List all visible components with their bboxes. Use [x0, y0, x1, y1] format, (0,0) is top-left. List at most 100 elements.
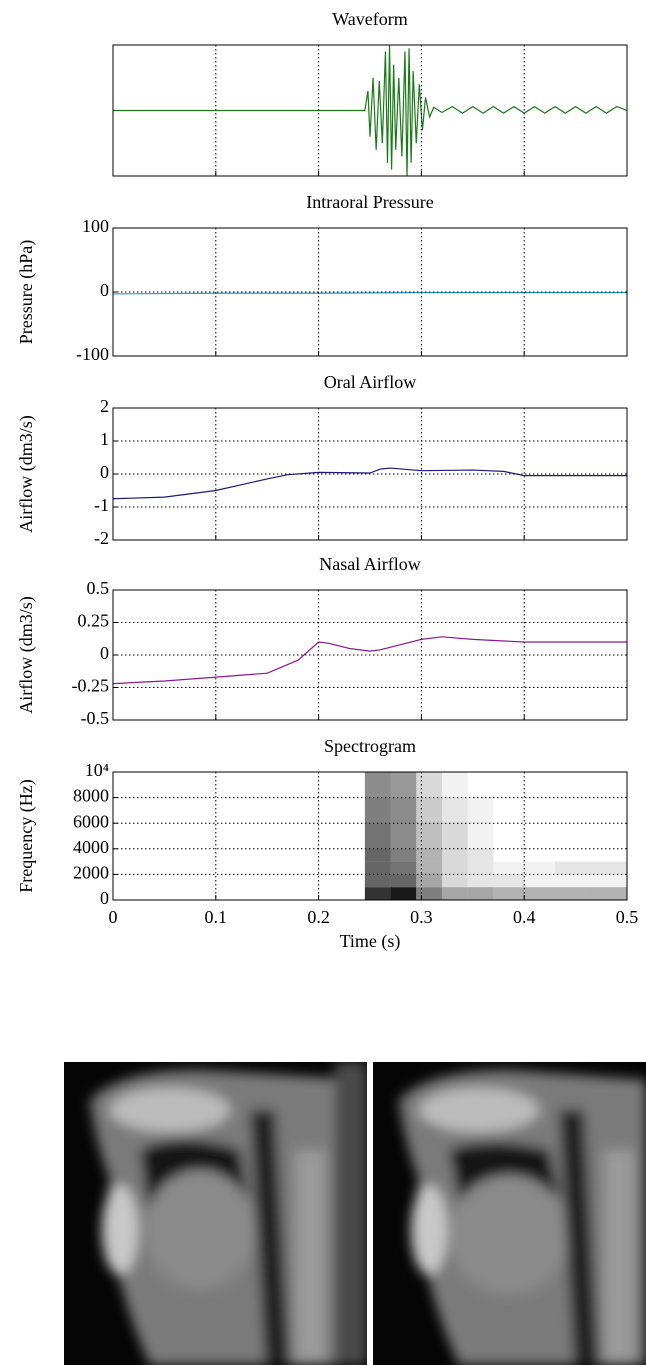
y-tick-label: -1 — [94, 495, 109, 515]
y-tick-label: 1 — [100, 429, 109, 449]
spectrogram-cell — [586, 772, 627, 798]
data-line — [112, 467, 627, 500]
spectrogram-cell — [493, 887, 525, 900]
spectrogram-cell — [585, 874, 627, 888]
x-axis-label: Time (s) — [340, 931, 401, 952]
plot-area — [113, 44, 628, 177]
y-tick-label: 2 — [100, 396, 109, 416]
chart-title: Oral Airflow — [324, 372, 416, 392]
spectrogram-cell — [390, 823, 417, 849]
plot-frame — [112, 44, 628, 177]
spectrogram-cell — [441, 797, 468, 824]
plot-area — [112, 292, 627, 295]
x-tick-label: 0.5 — [616, 907, 639, 927]
spectrogram-cell — [524, 798, 555, 824]
y-tick-label: -100 — [76, 344, 109, 364]
spectrogram-cell — [467, 797, 494, 824]
chart-title: Intraoral Pressure — [306, 192, 433, 212]
x-tick-label: 0.1 — [205, 907, 228, 927]
y-tick-label: 0 — [100, 462, 109, 482]
spectrogram-cell — [416, 772, 442, 798]
spectrogram-cell — [467, 887, 494, 900]
data-line — [112, 636, 627, 685]
spectrogram-cell — [468, 772, 494, 798]
spectrogram-cell — [364, 772, 391, 798]
spectrogram-cell — [416, 797, 442, 824]
y-tick-label: 0 — [100, 280, 109, 300]
spectrogram-cell — [416, 874, 442, 888]
spectrogram-cell — [493, 861, 525, 875]
spectrogram-cell — [586, 798, 627, 824]
y-tick-label: 8000 — [73, 786, 109, 806]
spectrogram-cell — [524, 849, 555, 862]
y-tick-label: 100 — [82, 216, 109, 236]
spectrogram-cell — [586, 823, 627, 849]
y-tick-label: -0.25 — [72, 676, 110, 696]
spectrogram-cell — [390, 797, 417, 824]
spectrogram-cell — [585, 887, 627, 900]
mri-image — [373, 1062, 646, 1365]
y-axis-label: Frequency (Hz) — [16, 779, 37, 892]
spectrogram-cell — [416, 823, 442, 849]
spectrogram-cell — [441, 772, 468, 798]
spectrogram-cell — [555, 823, 586, 849]
y-tick-label: 0 — [100, 888, 109, 908]
y-tick-label: -2 — [94, 528, 109, 548]
spectrogram-cell — [493, 874, 525, 888]
spectrogram-cell — [493, 823, 524, 849]
spectrogram-cell — [416, 887, 442, 900]
y-tick-label: 2000 — [73, 863, 109, 883]
spectrogram-cell — [467, 823, 494, 849]
spectrogram-cell — [585, 861, 627, 875]
spectrogram-cell — [364, 848, 391, 862]
chart-title: Spectrogram — [324, 736, 416, 756]
spectrogram-cell — [441, 861, 468, 875]
spectrogram-cell — [364, 823, 391, 849]
spectrogram-cell — [441, 887, 468, 900]
spectrogram-cell — [555, 849, 586, 862]
spectrogram-cell — [493, 849, 524, 862]
mri-image — [64, 1062, 367, 1365]
spectrogram-cell — [441, 874, 468, 888]
spectrogram-cell — [390, 874, 417, 888]
spectrogram-cell — [524, 823, 555, 849]
spectrogram-cell — [524, 772, 555, 798]
spectrogram-cell — [555, 772, 586, 798]
x-tick-label: 0 — [109, 907, 118, 927]
spectrogram-cell — [441, 848, 468, 862]
spectrogram-cell — [416, 861, 442, 875]
chart-title: Nasal Airflow — [319, 554, 420, 574]
spectrogram-cell — [390, 848, 417, 862]
spectrogram-cell — [467, 848, 494, 862]
spectrogram-cell — [524, 887, 556, 900]
spectrogram-cell — [390, 887, 417, 900]
spectrogram-cell — [467, 861, 494, 875]
spectrogram-cell — [364, 887, 391, 900]
spectrogram-cell — [524, 874, 556, 888]
spectrogram-cell — [555, 887, 586, 900]
y-tick-label: 0.25 — [78, 611, 110, 631]
spectrogram-cell — [555, 798, 586, 824]
spectrogram-cell — [390, 861, 417, 875]
data-line — [112, 292, 627, 295]
spectrogram-cell — [555, 874, 586, 888]
y-axis-label: Airflow (dm3/s) — [16, 415, 37, 532]
y-tick-label: 4000 — [73, 837, 109, 857]
y-tick-label: 6000 — [73, 811, 109, 831]
y-tick-label: 10⁴ — [85, 760, 109, 780]
y-axis-label: Airflow (dm3/s) — [16, 596, 37, 713]
y-tick-label: -0.5 — [81, 708, 110, 728]
plot-frame — [112, 771, 628, 901]
chart-title: Waveform — [332, 9, 408, 29]
x-tick-label: 0.2 — [307, 907, 330, 927]
y-axis-label: Pressure (hPa) — [16, 240, 37, 344]
spectrogram-cell — [390, 772, 417, 798]
y-tick-label: 0.5 — [87, 578, 110, 598]
spectrogram-cell — [586, 849, 627, 862]
spectrogram-cell — [441, 823, 468, 849]
spectrogram-cell — [364, 874, 391, 888]
spectrogram-cell — [493, 798, 524, 824]
x-tick-label: 0.4 — [513, 907, 536, 927]
x-tick-label: 0.3 — [410, 907, 433, 927]
